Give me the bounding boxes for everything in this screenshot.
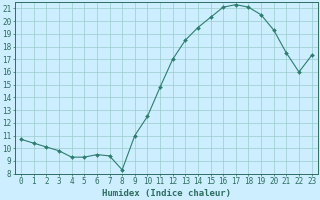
X-axis label: Humidex (Indice chaleur): Humidex (Indice chaleur): [102, 189, 231, 198]
